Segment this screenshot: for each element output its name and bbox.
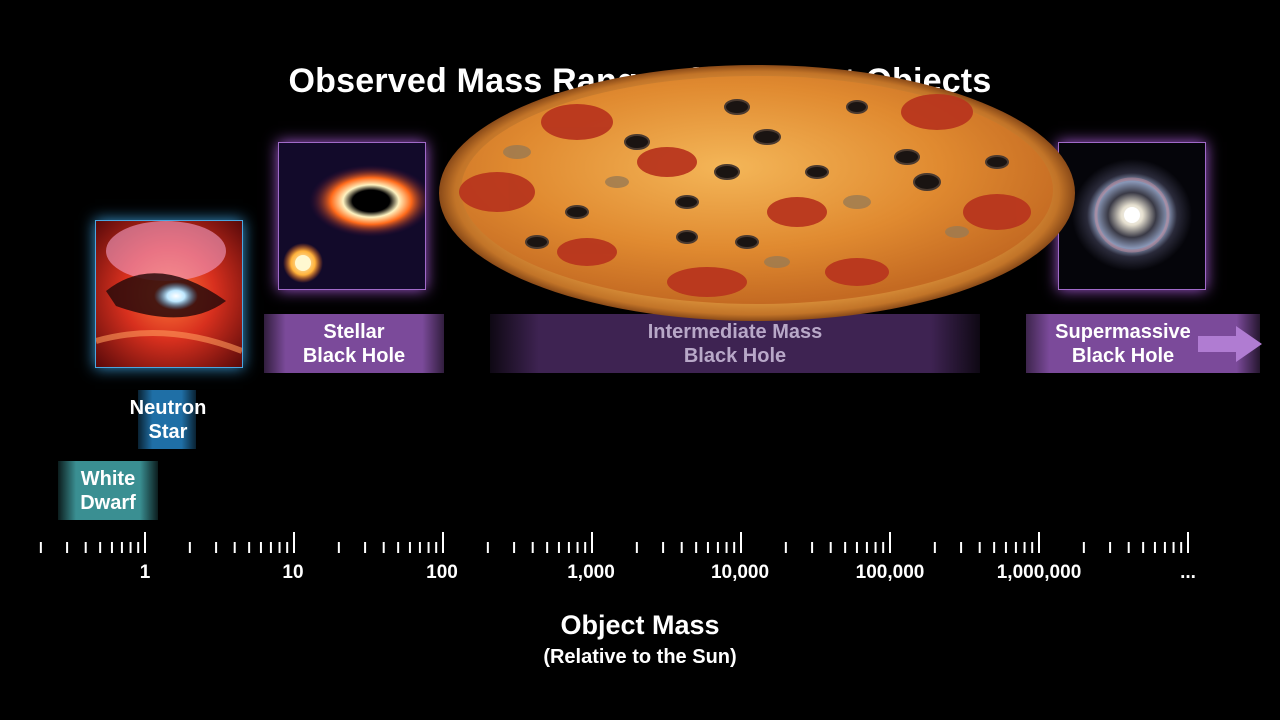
neutron-star-label — [138, 390, 196, 449]
tick-label-1000000: 1,000,000 — [996, 562, 1082, 583]
axis-title: Object Mass — [560, 610, 720, 640]
stellar-black-hole-image — [278, 142, 426, 290]
tick-label-10000: 10,000 — [710, 562, 770, 583]
tick-label-1: 1 — [139, 562, 151, 583]
galaxy-image — [1058, 142, 1206, 290]
tick-label-10: 10 — [282, 562, 304, 583]
log-axis — [39, 532, 1189, 553]
tick-label-ellipsis: ... — [1180, 562, 1196, 583]
neutron-star-text: Neutron Star — [129, 396, 207, 443]
tick-label-1000: 1,000 — [567, 562, 615, 583]
white-dwarf-label: White Dwarf — [58, 461, 158, 520]
arrow-right-icon — [1198, 326, 1262, 362]
neutron-star-image — [95, 220, 243, 368]
tick-label-100000: 100,000 — [855, 562, 925, 583]
intermediate-black-hole-label: Intermediate Mass Black Hole — [490, 314, 980, 373]
pizza-image — [439, 65, 1075, 321]
tick-label-100: 100 — [426, 562, 458, 583]
stellar-black-hole-label: Stellar Black Hole — [264, 314, 444, 373]
axis-subtitle: (Relative to the Sun) — [543, 646, 737, 668]
